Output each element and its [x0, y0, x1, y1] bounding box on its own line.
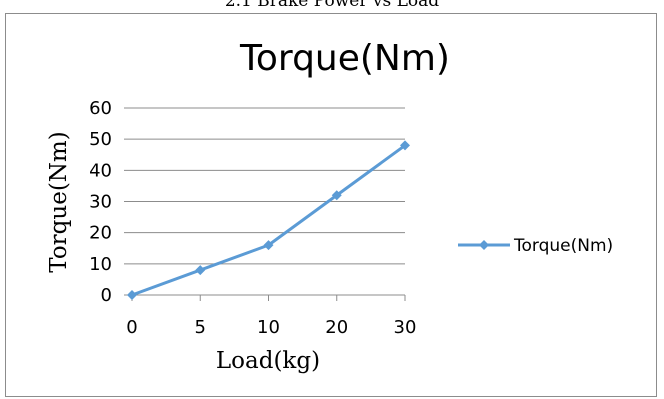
- x-tick-label: 0: [126, 317, 137, 338]
- y-tick-labels: 0 10 20 30 40 50 60: [89, 98, 112, 306]
- x-tick-label: 5: [195, 317, 206, 338]
- x-axis-label: Load(kg): [216, 348, 320, 374]
- x-tick-labels: 0 5 10 20 30: [126, 317, 416, 338]
- y-tick-label: 0: [101, 285, 112, 306]
- data-point: [263, 240, 274, 251]
- x-tick-label: 30: [394, 317, 417, 338]
- series-line: [131, 144, 406, 297]
- y-axis-label: Torque(Nm): [46, 131, 72, 272]
- y-tick-label: 20: [89, 223, 112, 244]
- data-point: [331, 190, 342, 201]
- series: [127, 140, 410, 300]
- legend-marker: [479, 240, 489, 250]
- data-point: [400, 140, 410, 151]
- chart-frame: [5, 13, 657, 397]
- data-point: [127, 290, 137, 300]
- legend-label: Torque(Nm): [513, 236, 613, 256]
- data-point: [195, 265, 206, 276]
- x-tick-label: 10: [257, 317, 280, 338]
- y-tick-label: 50: [89, 129, 112, 150]
- y-tick-label: 40: [89, 160, 112, 181]
- y-tick-label: 30: [89, 192, 112, 213]
- gridlines: [124, 107, 406, 301]
- chart-title: Torque(Nm): [239, 38, 450, 79]
- y-tick-label: 60: [89, 98, 112, 119]
- legend: Torque(Nm): [458, 236, 613, 256]
- figure-caption: 2.1 Brake Power vs Load: [224, 0, 440, 11]
- y-tick-label: 10: [89, 254, 112, 275]
- x-tick-label: 20: [325, 317, 348, 338]
